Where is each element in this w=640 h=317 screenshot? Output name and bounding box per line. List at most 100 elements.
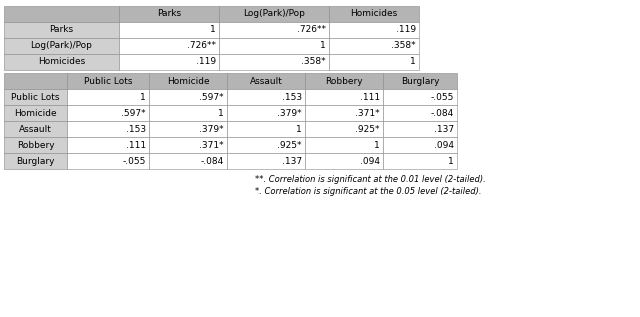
Bar: [305, 73, 383, 89]
Bar: [4, 137, 67, 153]
Bar: [4, 6, 119, 22]
Bar: [227, 153, 305, 169]
Text: *. Correlation is significant at the 0.05 level (2-tailed).: *. Correlation is significant at the 0.0…: [255, 186, 481, 196]
Text: .379*: .379*: [277, 108, 302, 118]
Text: 1: 1: [211, 25, 216, 35]
Bar: [383, 89, 457, 105]
Bar: [305, 105, 383, 121]
Bar: [329, 54, 419, 70]
Text: .111: .111: [126, 140, 146, 150]
Text: 1: 1: [218, 108, 224, 118]
Text: 1: 1: [296, 125, 302, 133]
Text: -.055: -.055: [123, 157, 146, 165]
Bar: [329, 22, 419, 38]
Text: -.084: -.084: [431, 108, 454, 118]
Text: Burglary: Burglary: [401, 76, 439, 86]
Text: 1: 1: [140, 93, 146, 101]
Text: .358*: .358*: [392, 42, 416, 50]
Bar: [4, 22, 119, 38]
Bar: [219, 6, 329, 22]
Bar: [4, 73, 67, 89]
Bar: [219, 38, 329, 54]
Bar: [119, 6, 219, 22]
Bar: [149, 73, 227, 89]
Text: Homicide: Homicide: [166, 76, 209, 86]
Bar: [329, 38, 419, 54]
Bar: [329, 6, 419, 22]
Bar: [67, 73, 149, 89]
Bar: [4, 89, 67, 105]
Bar: [227, 73, 305, 89]
Text: Log(Park)/Pop: Log(Park)/Pop: [243, 10, 305, 18]
Bar: [119, 38, 219, 54]
Text: .137: .137: [434, 125, 454, 133]
Text: Assault: Assault: [19, 125, 52, 133]
Text: .094: .094: [360, 157, 380, 165]
Bar: [305, 153, 383, 169]
Bar: [149, 89, 227, 105]
Bar: [149, 121, 227, 137]
Text: .379*: .379*: [200, 125, 224, 133]
Text: **. Correlation is significant at the 0.01 level (2-tailed).: **. Correlation is significant at the 0.…: [255, 174, 486, 184]
Bar: [67, 153, 149, 169]
Bar: [219, 54, 329, 70]
Text: .153: .153: [126, 125, 146, 133]
Bar: [383, 105, 457, 121]
Text: 1: 1: [448, 157, 454, 165]
Text: 1: 1: [320, 42, 326, 50]
Text: .925*: .925*: [278, 140, 302, 150]
Text: Log(Park)/Pop: Log(Park)/Pop: [31, 42, 92, 50]
Bar: [4, 121, 67, 137]
Bar: [227, 89, 305, 105]
Text: 1: 1: [374, 140, 380, 150]
Bar: [305, 89, 383, 105]
Text: .153: .153: [282, 93, 302, 101]
Bar: [4, 153, 67, 169]
Text: Public Lots: Public Lots: [84, 76, 132, 86]
Bar: [227, 137, 305, 153]
Text: .925*: .925*: [355, 125, 380, 133]
Text: Parks: Parks: [157, 10, 181, 18]
Bar: [149, 105, 227, 121]
Bar: [119, 22, 219, 38]
Bar: [4, 54, 119, 70]
Text: .371*: .371*: [355, 108, 380, 118]
Bar: [4, 38, 119, 54]
Bar: [383, 153, 457, 169]
Text: Robbery: Robbery: [325, 76, 363, 86]
Bar: [149, 153, 227, 169]
Text: .726**: .726**: [187, 42, 216, 50]
Bar: [227, 121, 305, 137]
Text: Public Lots: Public Lots: [12, 93, 60, 101]
Bar: [383, 121, 457, 137]
Text: Homicide: Homicide: [14, 108, 57, 118]
Bar: [149, 137, 227, 153]
Text: .597*: .597*: [200, 93, 224, 101]
Text: Homicides: Homicides: [350, 10, 397, 18]
Text: Homicides: Homicides: [38, 57, 85, 67]
Text: 1: 1: [410, 57, 416, 67]
Text: .119: .119: [196, 57, 216, 67]
Bar: [4, 105, 67, 121]
Bar: [219, 22, 329, 38]
Bar: [67, 121, 149, 137]
Bar: [383, 137, 457, 153]
Text: .726**: .726**: [297, 25, 326, 35]
Text: .137: .137: [282, 157, 302, 165]
Text: Burglary: Burglary: [16, 157, 55, 165]
Bar: [67, 89, 149, 105]
Bar: [305, 137, 383, 153]
Text: .358*: .358*: [301, 57, 326, 67]
Bar: [383, 73, 457, 89]
Text: Parks: Parks: [49, 25, 74, 35]
Text: Robbery: Robbery: [17, 140, 54, 150]
Text: -.084: -.084: [201, 157, 224, 165]
Text: -.055: -.055: [431, 93, 454, 101]
Text: .119: .119: [396, 25, 416, 35]
Bar: [119, 54, 219, 70]
Text: .111: .111: [360, 93, 380, 101]
Text: .597*: .597*: [122, 108, 146, 118]
Bar: [67, 137, 149, 153]
Text: .094: .094: [434, 140, 454, 150]
Text: .371*: .371*: [200, 140, 224, 150]
